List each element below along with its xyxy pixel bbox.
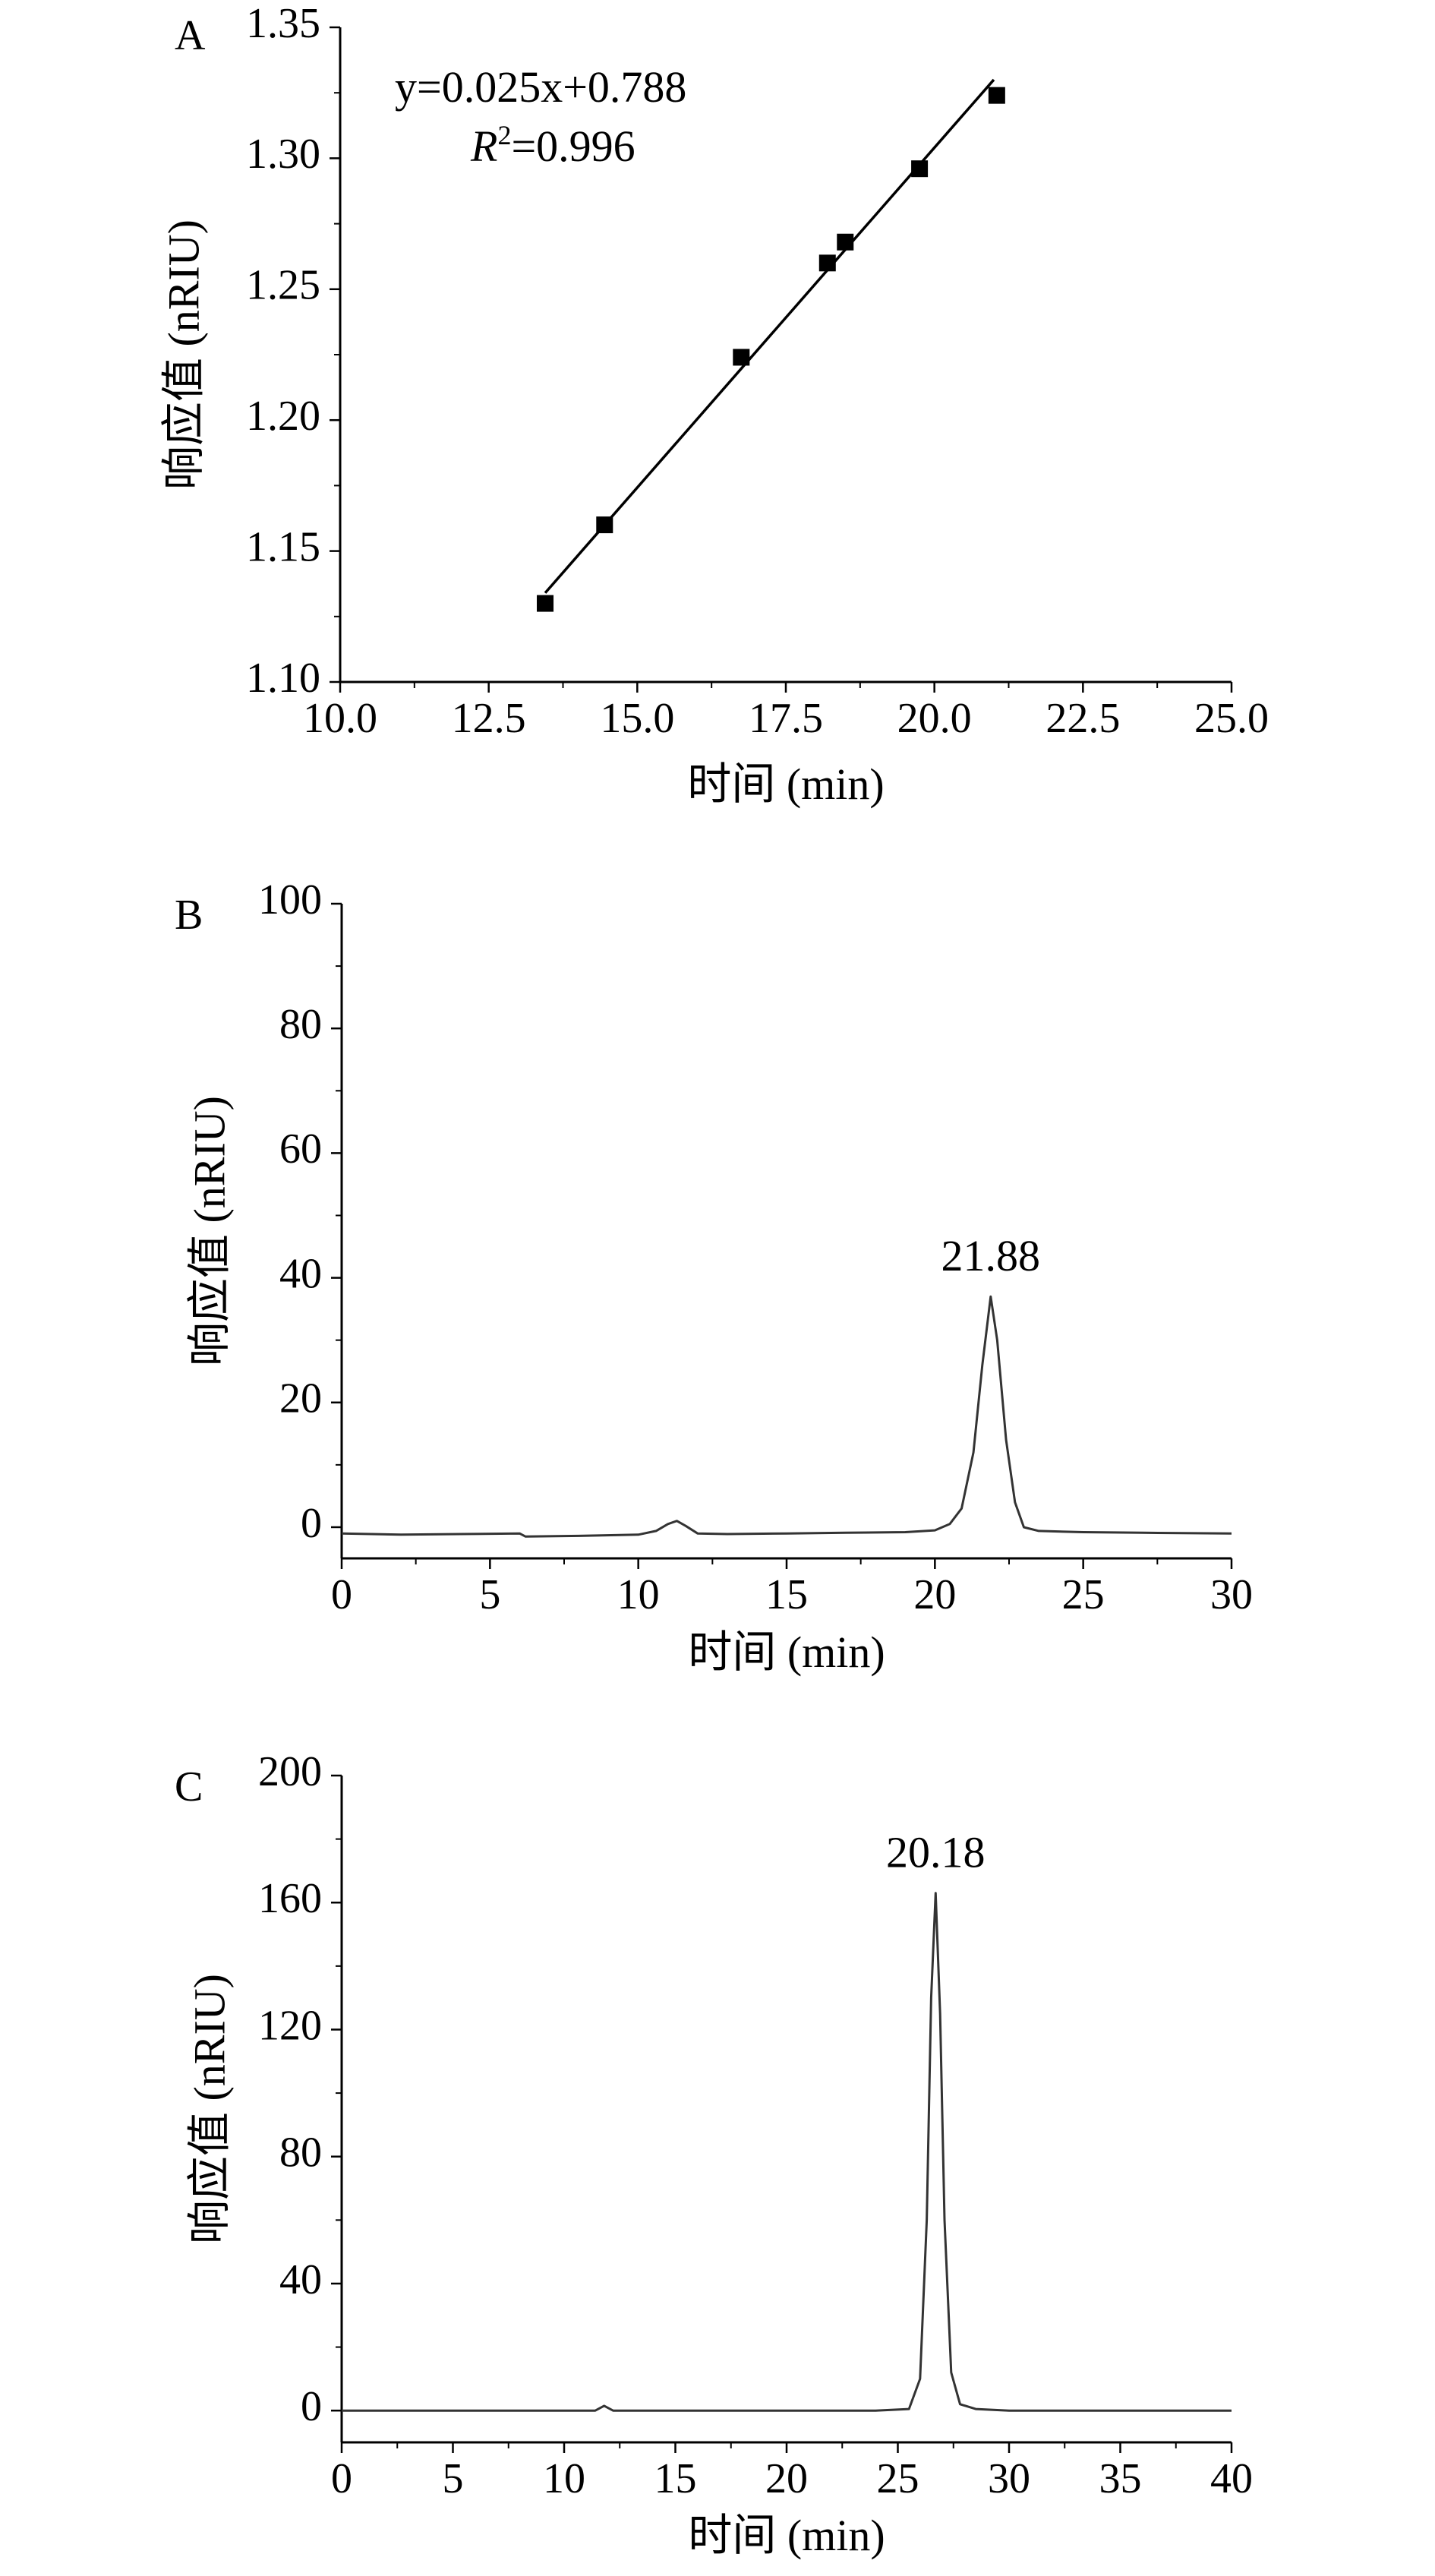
- data-point: [988, 87, 1005, 104]
- y-tick-label: 20: [279, 1375, 322, 1422]
- y-tick-label: 1.10: [246, 655, 320, 702]
- x-tick-label: 25: [877, 2455, 919, 2502]
- y-tick-label: 40: [279, 2256, 322, 2303]
- x-tick-label: 0: [331, 2455, 352, 2502]
- y-tick-label: 200: [258, 1748, 322, 1795]
- peak-label: 21.88: [941, 1231, 1041, 1280]
- x-tick-label: 20: [765, 2455, 808, 2502]
- data-point: [596, 516, 613, 534]
- data-point: [837, 233, 854, 251]
- y-tick-label: 160: [258, 1875, 322, 1922]
- y-tick-label: 60: [279, 1125, 322, 1173]
- y-tick-label: 40: [279, 1250, 322, 1297]
- panel-a: A 10.0 12.5 15.0 17.5 20.0 22.5 25.0 1.10 1.15 1.2…: [159, 0, 1269, 809]
- x-tick-label: 12.5: [452, 695, 526, 742]
- y-tick-label: 120: [258, 2002, 322, 2049]
- x-tick-label: 20: [913, 1571, 956, 1618]
- x-tick-label: 10.0: [303, 695, 377, 742]
- y-tick-label: 0: [301, 1500, 322, 1547]
- x-tick-label: 22.5: [1046, 695, 1120, 742]
- equation-label: y=0.025x+0.788: [395, 62, 686, 112]
- x-tick-label: 5: [479, 1571, 500, 1618]
- data-point: [911, 160, 929, 178]
- x-tick-label: 15: [654, 2455, 697, 2502]
- y-tick-label: 1.20: [246, 393, 320, 440]
- y-tick-label: 0: [301, 2383, 322, 2430]
- y-tick-label: 1.15: [246, 523, 320, 570]
- panel-c: C 0 5 10 15 20 25 30 35 40 0 40 80 120 160 200 时间 (min) 响…: [175, 1748, 1253, 2560]
- x-tick-label: 35: [1099, 2455, 1142, 2502]
- data-point: [818, 254, 836, 272]
- peak-label: 20.18: [886, 1828, 986, 1877]
- x-tick-label: 15: [765, 1571, 808, 1618]
- x-tick-label: 0: [331, 1571, 352, 1618]
- y-axis-title: 响应值 (nRIU): [184, 1096, 234, 1366]
- panel-letter: B: [175, 892, 203, 939]
- y-axis-title: 响应值 (nRIU): [159, 219, 208, 490]
- y-tick-label: 100: [258, 876, 322, 923]
- x-tick-label: 10: [617, 1571, 660, 1618]
- r-squared-label: R2=0.996: [470, 120, 636, 171]
- y-tick-label: 1.25: [246, 262, 320, 309]
- x-axis-title: 时间 (min): [688, 1627, 885, 1677]
- x-tick-label: 25: [1062, 1571, 1105, 1618]
- y-axis-title: 响应值 (nRIU): [184, 1974, 234, 2244]
- x-tick-label: 17.5: [749, 695, 823, 742]
- x-tick-label: 5: [443, 2455, 464, 2502]
- x-axis-title: 时间 (min): [688, 2511, 885, 2560]
- data-point: [733, 349, 750, 366]
- panel-b: B 0 5 10 15 20 25 30 0 20 40 60 80 100 时间 (min) 响应值 (nR…: [175, 876, 1253, 1677]
- panel-letter: C: [175, 1763, 203, 1810]
- x-axis-title: 时间 (min): [687, 759, 884, 809]
- x-tick-label: 30: [988, 2455, 1030, 2502]
- x-tick-label: 15.0: [600, 695, 674, 742]
- chromatogram-line: [341, 1295, 1232, 1538]
- x-tick-label: 40: [1210, 2455, 1253, 2502]
- y-tick-label: 80: [279, 1001, 322, 1048]
- data-point: [537, 595, 554, 612]
- x-tick-label: 30: [1210, 1571, 1253, 1618]
- y-tick-label: 80: [279, 2129, 322, 2177]
- chromatogram-line: [342, 1892, 1232, 2412]
- x-tick-label: 20.0: [897, 695, 972, 742]
- y-tick-label: 1.30: [246, 131, 320, 178]
- y-tick-label: 1.35: [246, 0, 320, 47]
- panel-letter: A: [175, 12, 206, 59]
- x-tick-label: 10: [543, 2455, 585, 2502]
- x-tick-label: 25.0: [1194, 695, 1269, 742]
